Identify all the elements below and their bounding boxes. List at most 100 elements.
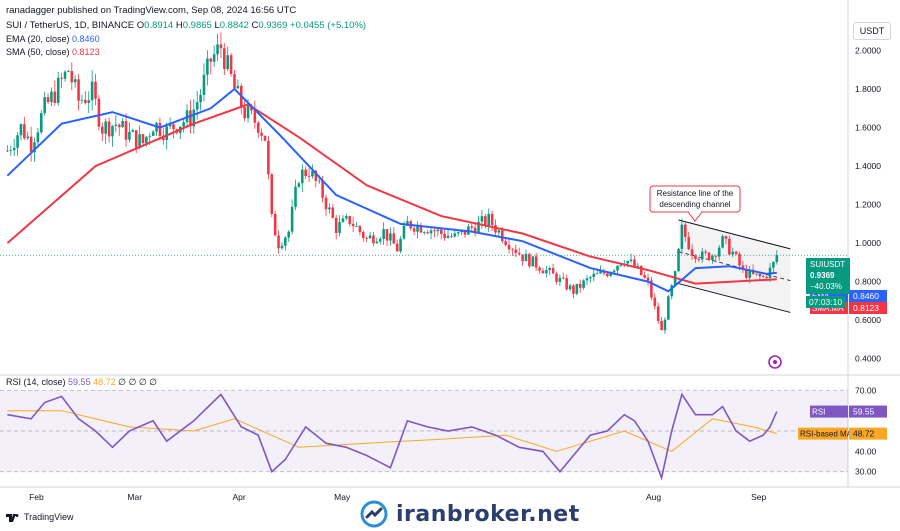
candle-body <box>192 109 196 127</box>
candle-body <box>250 105 253 111</box>
candle-body <box>97 98 101 127</box>
sma-legend[interactable]: SMA (50, close) 0.8123 <box>6 47 100 57</box>
candle-body <box>429 230 433 234</box>
candle-body <box>687 237 690 250</box>
candle-body <box>104 121 107 134</box>
candle-body <box>433 230 436 232</box>
price-axis-tick-label: 0.8000 <box>855 277 881 287</box>
rsi-ma-tag-value-box <box>849 427 887 440</box>
candle-body <box>338 222 341 233</box>
candle-body <box>84 99 87 103</box>
rsi-legend[interactable]: RSI (14, close) 59.55 48.72 ∅ ∅ ∅ ∅ <box>6 377 158 387</box>
candle-body <box>392 233 396 244</box>
header-title: ranadagger published on TradingView.com,… <box>6 5 297 16</box>
candle-body <box>372 235 375 244</box>
price-axis-tick-label: 1.6000 <box>855 123 881 133</box>
indicator-logo-icon-dot <box>773 360 777 364</box>
candle-body <box>9 150 13 151</box>
candle-body <box>148 135 152 137</box>
candle-body <box>131 130 135 132</box>
candle-body <box>121 120 124 128</box>
candle-body <box>351 223 355 227</box>
candle-body <box>128 131 131 140</box>
candle-body <box>94 81 97 99</box>
candle-body <box>46 97 50 103</box>
candle-body <box>26 136 30 139</box>
candle-body <box>368 235 372 239</box>
tradingview-logo[interactable]: TradingView <box>6 512 74 522</box>
candle-body <box>663 319 667 331</box>
candle-body <box>585 278 589 281</box>
candle-body <box>6 150 9 152</box>
candle-body <box>212 54 216 62</box>
candle-body <box>348 216 352 224</box>
candle-body <box>761 276 765 278</box>
candle-body <box>60 77 63 79</box>
candle-body <box>53 91 57 103</box>
candle-body <box>548 268 552 271</box>
candle-body <box>734 251 738 254</box>
candle-body <box>531 256 535 267</box>
candle-body <box>595 273 599 275</box>
candle-body <box>151 131 155 136</box>
chart-header-line: ranadagger published on TradingView.com,… <box>6 5 296 16</box>
candle-body <box>90 81 94 101</box>
candle-body <box>772 262 775 268</box>
candle-body <box>375 241 379 244</box>
rsi-axis-tick-label: 70.00 <box>855 385 877 395</box>
candle-body <box>287 231 291 238</box>
symbol-label[interactable]: SUI / TetherUS, 1D, BINANCE <box>6 20 135 31</box>
candle-body <box>182 122 185 127</box>
ema-tag-value: 0.8460 <box>853 291 879 301</box>
candle-body <box>263 135 267 141</box>
candle-body <box>23 124 26 139</box>
candle-body <box>436 229 440 232</box>
candle-body <box>507 244 511 250</box>
candle-body <box>382 229 385 239</box>
sma-tag-value-box <box>849 302 887 314</box>
candle-body <box>56 77 60 103</box>
candle-body <box>165 126 168 141</box>
candle-body <box>300 169 304 184</box>
candle-body <box>504 241 507 245</box>
candle-body <box>202 74 206 95</box>
candle-body <box>328 207 331 210</box>
time-axis-tick-label: Feb <box>29 492 44 502</box>
candle-body <box>12 147 16 151</box>
candle-body <box>111 125 114 137</box>
candle-body <box>680 224 684 249</box>
candle-body <box>33 142 36 153</box>
ema-legend[interactable]: EMA (20, close) 0.8460 <box>6 34 100 44</box>
candle-body <box>545 270 548 274</box>
ema-legend-value: 0.8460 <box>72 34 100 44</box>
candle-body <box>439 229 443 234</box>
candle-body <box>219 44 223 49</box>
candle-body <box>253 110 257 123</box>
candles <box>6 32 779 334</box>
candle-body <box>572 285 575 294</box>
candle-body <box>606 273 609 277</box>
candle-body <box>565 278 568 290</box>
candle-body <box>172 124 175 130</box>
candle-body <box>500 230 504 242</box>
candle-body <box>307 175 311 177</box>
candle-body <box>117 124 121 128</box>
candle-body <box>775 255 779 263</box>
candle-body <box>463 229 467 235</box>
candle-body <box>385 229 389 241</box>
candle-body <box>331 207 335 218</box>
candle-body <box>256 122 260 133</box>
candle-body <box>619 265 623 266</box>
candle-body <box>497 230 501 233</box>
candle-body <box>226 55 229 70</box>
candle-body <box>731 251 735 255</box>
candle-body <box>589 277 592 279</box>
candle-body <box>365 238 368 239</box>
sma-tag-label: SMA:MA <box>812 304 844 313</box>
candle-body <box>450 235 453 237</box>
candle-body <box>246 105 250 119</box>
currency-button[interactable]: USDT <box>853 22 891 40</box>
iranbroker-logo-icon <box>360 500 388 528</box>
candle-body <box>721 236 724 248</box>
